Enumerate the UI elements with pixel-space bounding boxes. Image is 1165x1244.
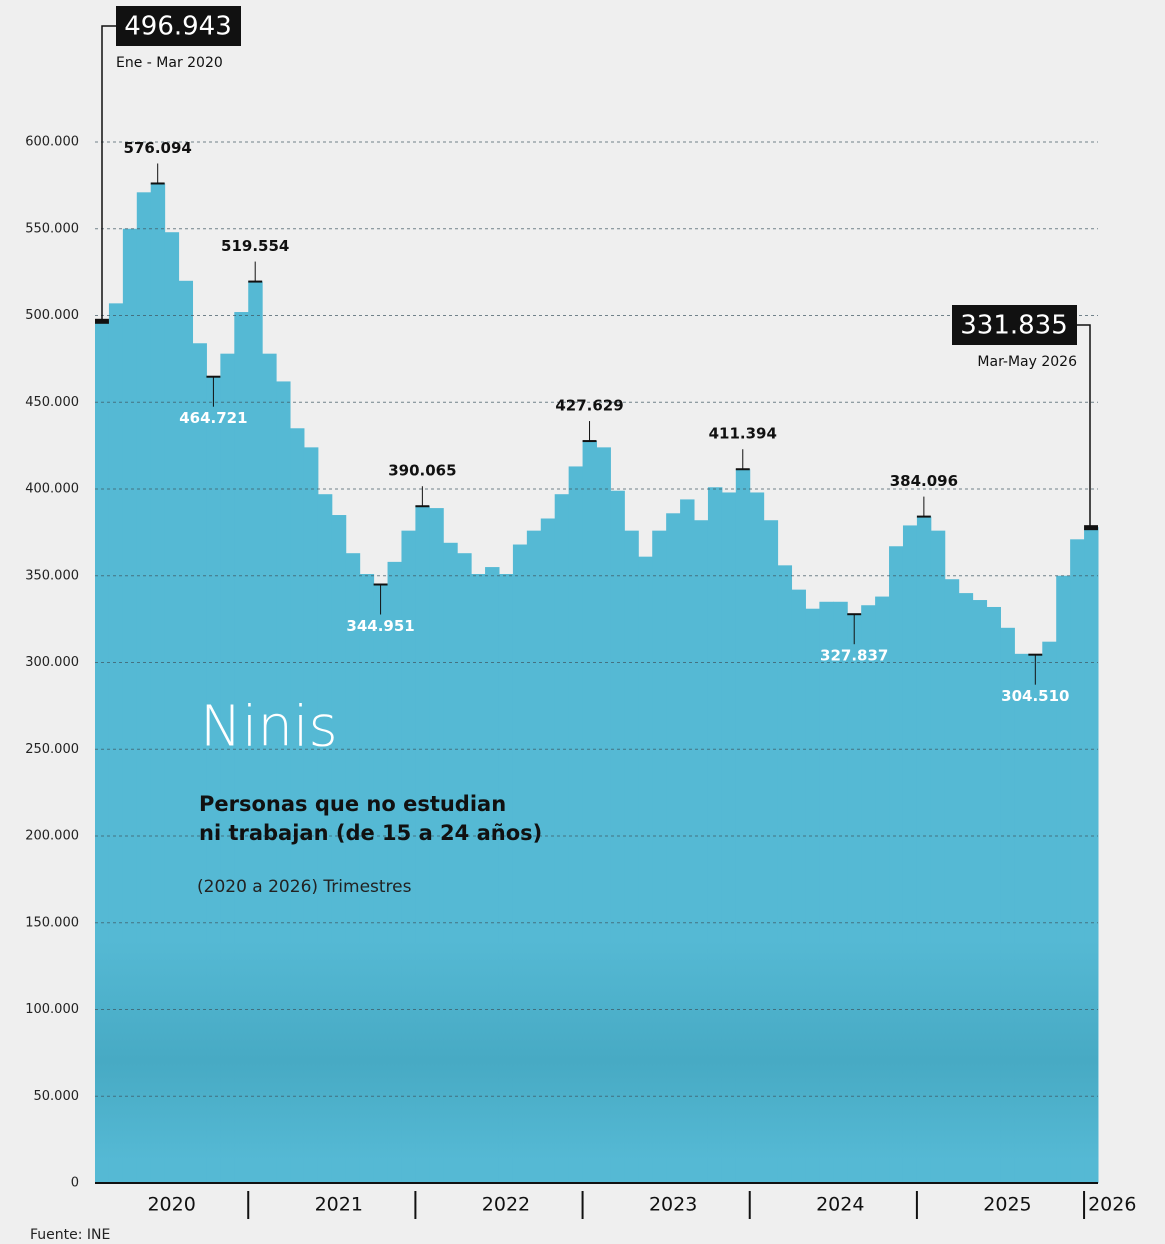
y-tick-label: 550.000 — [25, 221, 79, 236]
photo-shade — [95, 940, 1098, 1160]
y-tick-label: 200.000 — [25, 829, 79, 844]
y-tick-label: 150.000 — [25, 915, 79, 930]
value-label: 304.510 — [1001, 687, 1069, 705]
callout-leader — [101, 25, 116, 321]
chart-title: Ninis — [200, 694, 338, 759]
x-tick-label: 2021 — [315, 1194, 363, 1216]
x-tick-label: 2026 — [1088, 1194, 1136, 1216]
y-tick-label: 50.000 — [34, 1089, 80, 1104]
callout-leader — [1077, 324, 1091, 528]
y-tick-label: 500.000 — [25, 308, 79, 323]
step — [136, 192, 152, 1183]
value-label: 344.951 — [346, 617, 414, 635]
x-tick-label: 2020 — [147, 1194, 195, 1216]
y-tick-label: 450.000 — [25, 395, 79, 410]
value-label: 411.394 — [709, 425, 777, 443]
note: (2020 a 2026) Trimestres — [197, 877, 412, 897]
x-tick-label: 2023 — [649, 1194, 697, 1216]
subtitle: ni trabajan (de 15 a 24 años) — [199, 821, 542, 845]
value-label: 390.065 — [388, 462, 456, 480]
subtitle: Personas que no estudian — [199, 792, 506, 816]
callout-period: Ene - Mar 2020 — [116, 55, 223, 71]
y-tick-label: 250.000 — [25, 742, 79, 757]
callout-period: Mar-May 2026 — [977, 354, 1077, 370]
callout-box — [116, 6, 241, 46]
callout-box — [952, 305, 1077, 345]
end-marker — [1084, 525, 1098, 531]
source: Fuente: INE — [30, 1227, 110, 1243]
value-label: 427.629 — [555, 397, 623, 415]
y-tick-label: 350.000 — [25, 568, 79, 583]
x-tick-label: 2024 — [816, 1194, 864, 1216]
value-label: 327.837 — [820, 647, 888, 665]
callout-value: 496.943 — [124, 12, 232, 42]
value-label: 384.096 — [890, 472, 958, 490]
overlay: Ninis Personas que no estudian ni trabaj… — [25, 6, 1136, 1243]
x-tick-label: 2025 — [983, 1194, 1031, 1216]
x-tick-label: 2022 — [482, 1194, 530, 1216]
step — [150, 183, 166, 1183]
value-label: 576.094 — [124, 139, 192, 157]
grid — [95, 141, 1098, 1097]
callout-value: 331.835 — [960, 311, 1068, 341]
y-tick-label: 100.000 — [25, 1002, 79, 1017]
value-label: 464.721 — [179, 409, 247, 427]
value-label: 519.554 — [221, 237, 289, 255]
end-marker — [95, 318, 109, 324]
y-tick-label: 400.000 — [25, 482, 79, 497]
y-tick-label: 0 — [71, 1176, 79, 1191]
y-tick-label: 300.000 — [25, 655, 79, 670]
y-tick-label: 600.000 — [25, 135, 79, 150]
